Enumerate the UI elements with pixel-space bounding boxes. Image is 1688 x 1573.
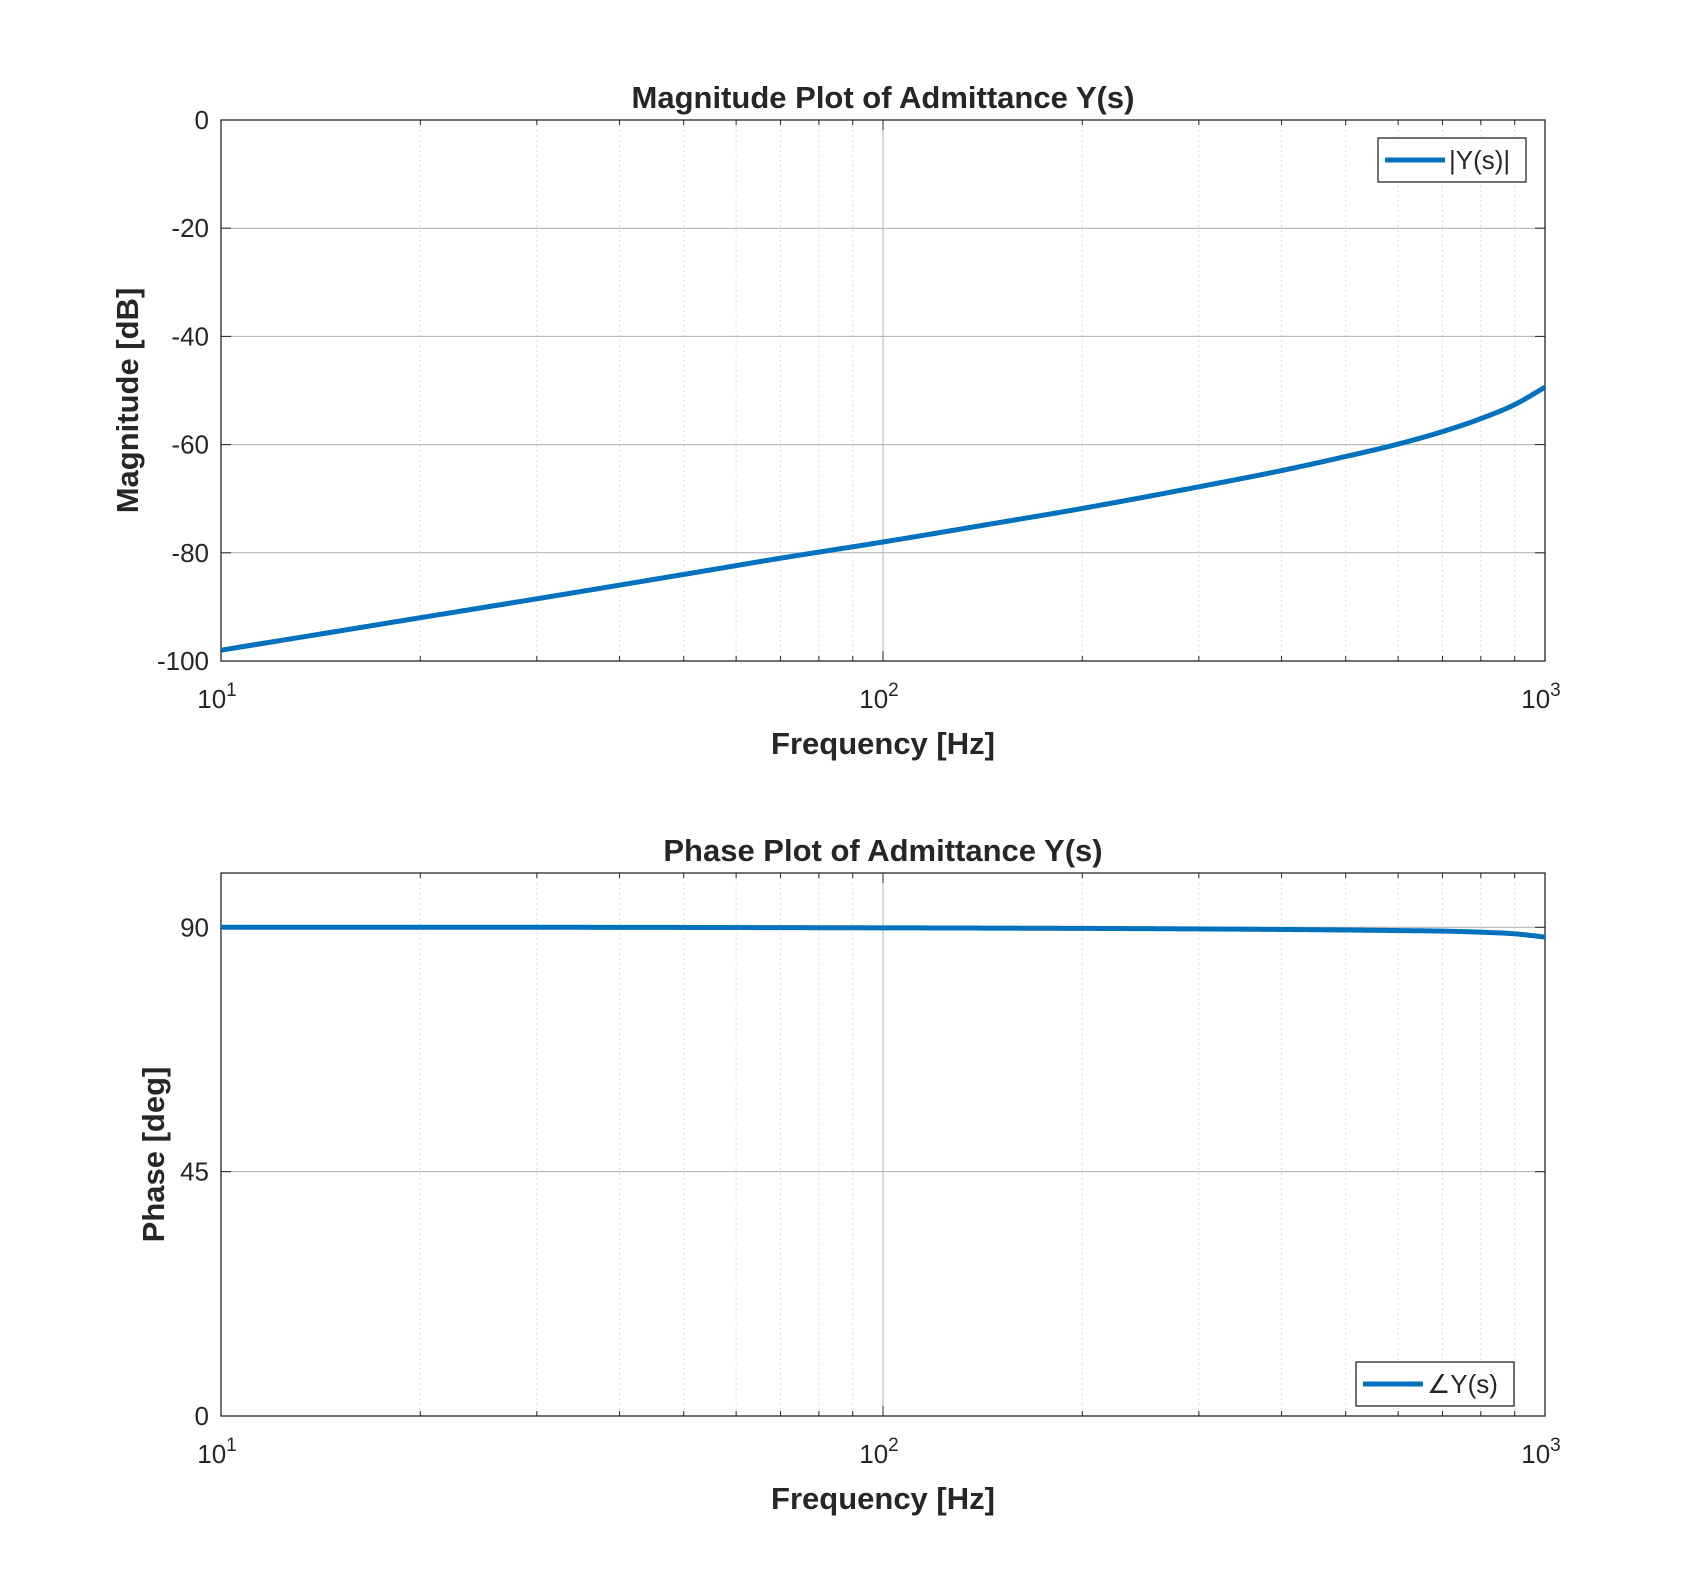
y-tick-label: -40 — [171, 321, 209, 351]
x-tick-label: 102 — [859, 680, 899, 714]
x-tick-base: 10 — [197, 684, 226, 714]
y-tick-label: 0 — [195, 1401, 209, 1431]
x-tick-exponent: 1 — [226, 1435, 237, 1456]
x-tick-label: 103 — [1521, 680, 1561, 714]
x-tick-label: 102 — [859, 1435, 899, 1469]
series-line — [221, 385, 1545, 653]
x-tick-base: 10 — [859, 684, 888, 714]
x-tick-base: 10 — [1521, 1439, 1550, 1469]
x-tick-label: 101 — [197, 680, 237, 714]
x-tick-base: 10 — [1521, 684, 1550, 714]
y-tick-label: 45 — [180, 1157, 209, 1187]
chart-title: Phase Plot of Admittance Y(s) — [663, 833, 1102, 868]
legend-label: ∠Y(s) — [1427, 1369, 1498, 1399]
x-tick-exponent: 2 — [888, 1435, 899, 1456]
axes-box — [220, 872, 1546, 1417]
x-axis-label: Frequency [Hz] — [771, 726, 995, 761]
y-tick-label: -80 — [171, 538, 209, 568]
x-tick-exponent: 3 — [1550, 1435, 1561, 1456]
x-axis-label: Frequency [Hz] — [771, 1481, 995, 1516]
y-tick-label: -20 — [171, 213, 209, 243]
x-tick-exponent: 2 — [888, 680, 899, 701]
x-tick-label: 101 — [197, 1435, 237, 1469]
y-axis-label: Magnitude [dB] — [110, 288, 145, 514]
y-tick-label: 90 — [180, 912, 209, 942]
magnitude-plot: 101 102 1030-20-40-60-80-100|Y(s)|Magnitud… — [110, 80, 1561, 761]
y-tick-label: -60 — [171, 430, 209, 460]
x-tick-exponent: 1 — [226, 680, 237, 701]
series-line — [221, 924, 1545, 940]
x-tick-base: 10 — [859, 1439, 888, 1469]
x-tick-label: 103 — [1521, 1435, 1561, 1469]
legend-label: |Y(s)| — [1449, 145, 1510, 175]
x-tick-base: 10 — [197, 1439, 226, 1469]
axes-box — [220, 119, 1546, 662]
y-tick-label: 0 — [195, 105, 209, 135]
chart-title: Magnitude Plot of Admittance Y(s) — [632, 80, 1135, 115]
x-tick-exponent: 3 — [1550, 680, 1561, 701]
y-axis-label: Phase [deg] — [136, 1067, 171, 1243]
y-tick-label: -100 — [157, 646, 209, 676]
